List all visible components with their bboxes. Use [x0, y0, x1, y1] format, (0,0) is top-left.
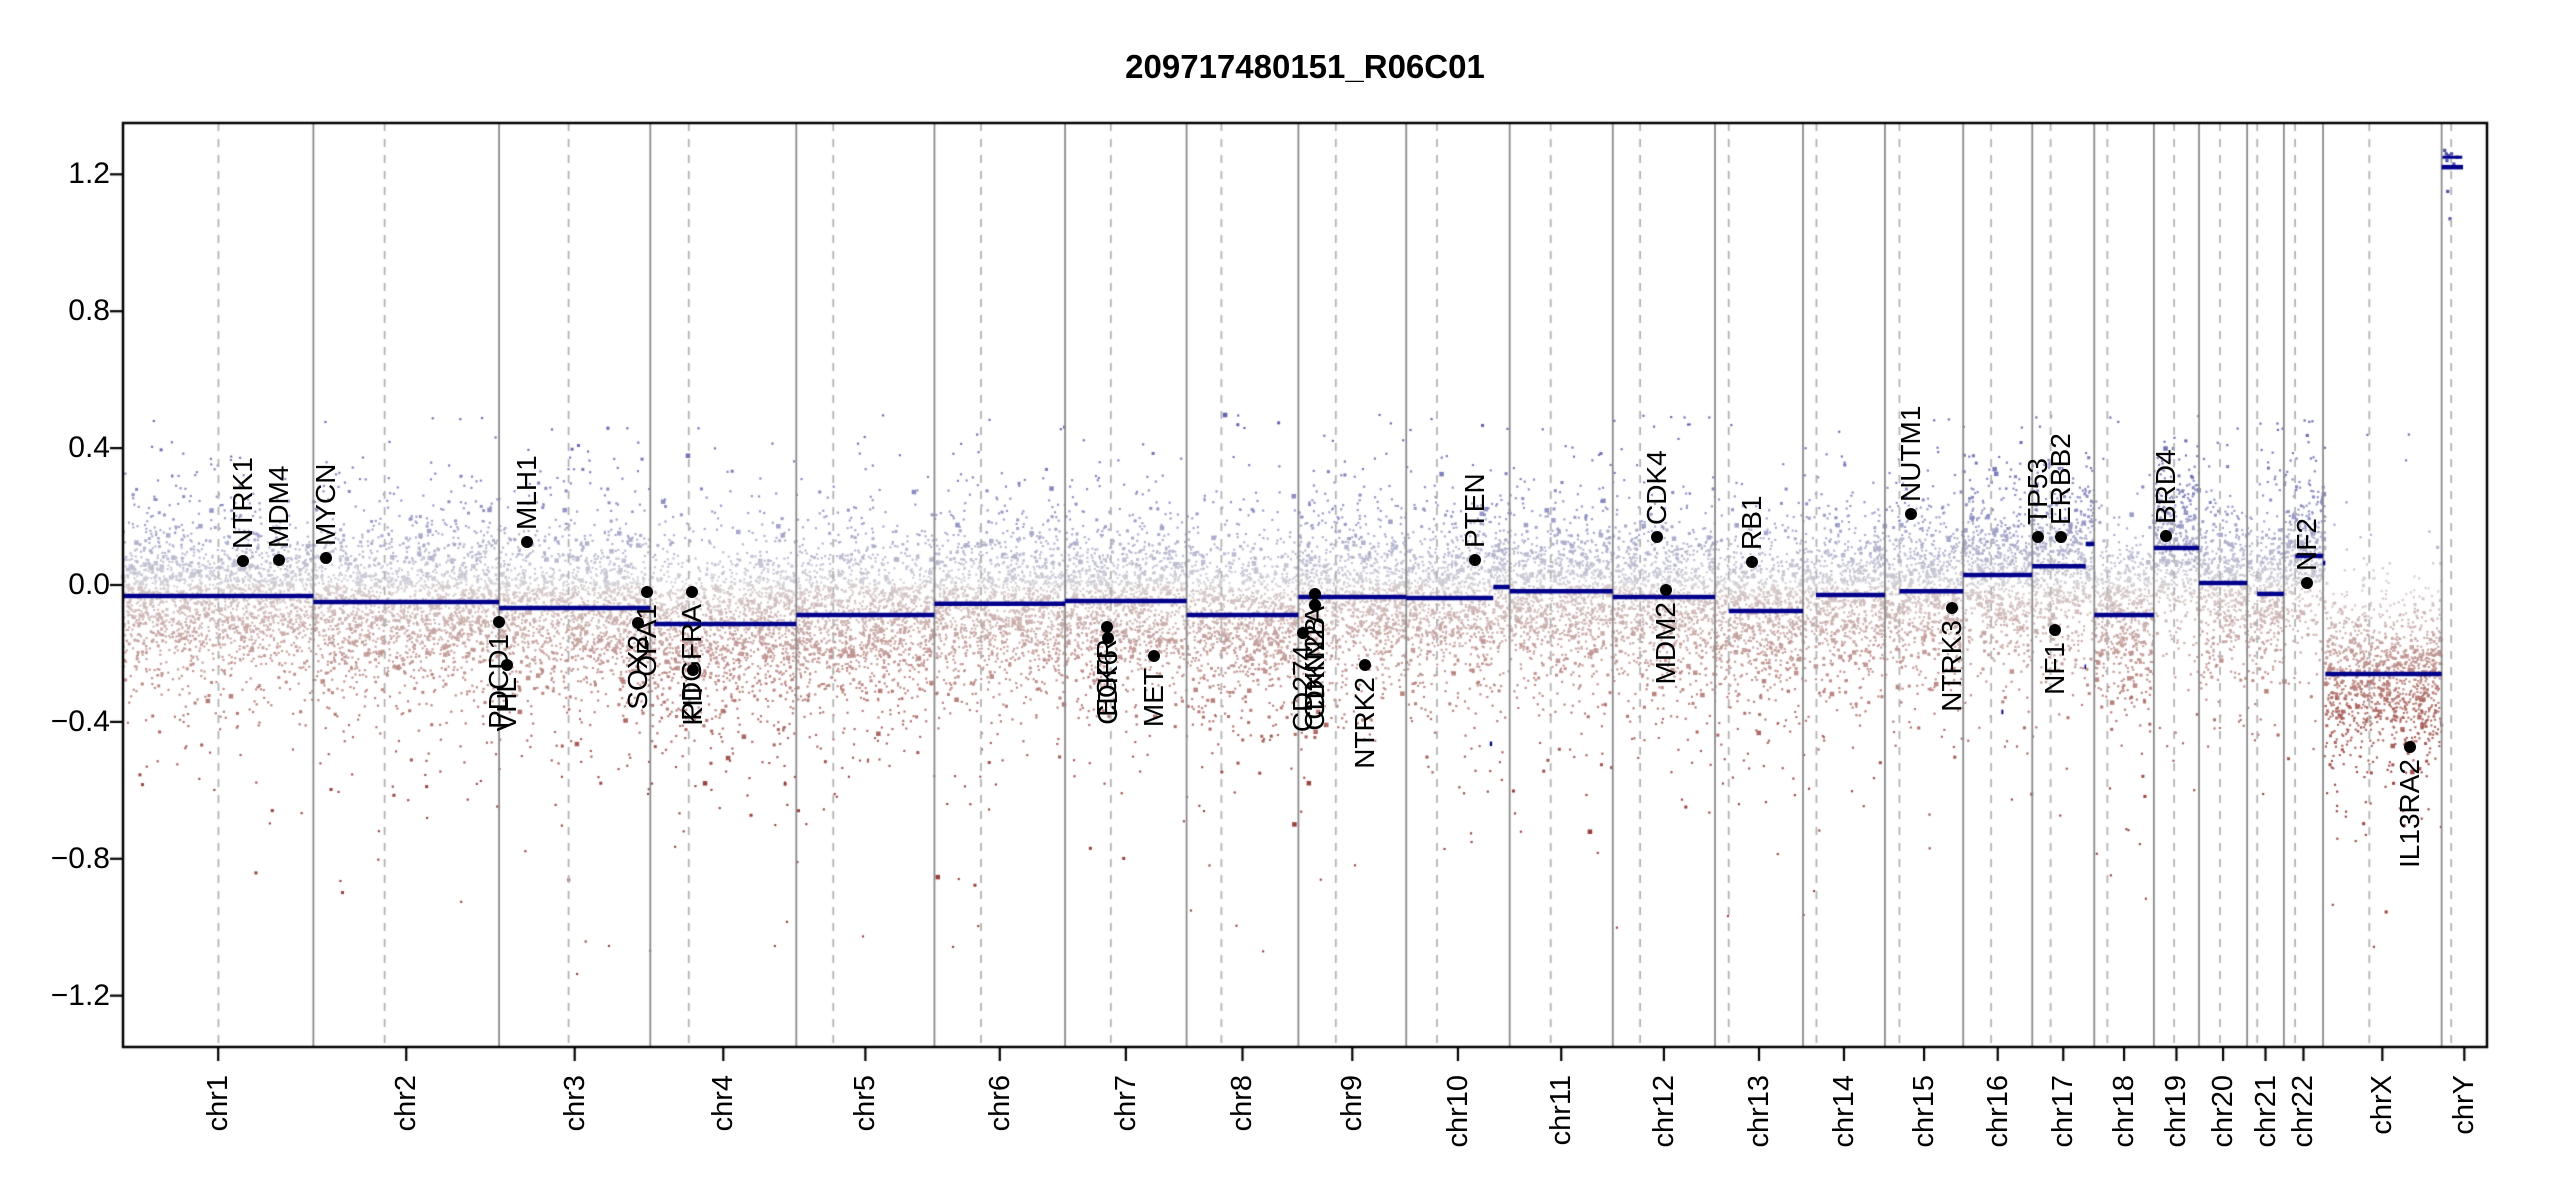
gene-label-CDKN2B: CDKN2B [1299, 616, 1331, 731]
gene-marker-PTEN [1468, 554, 1481, 567]
gene-label-NF2: NF2 [2290, 518, 2322, 571]
gene-marker-CD274 [1296, 626, 1309, 639]
x-tick-label-chr22: chr22 [2287, 1075, 2320, 1148]
y-tick-label: 1.2 [68, 157, 110, 191]
y-tick-label: 0.0 [68, 568, 110, 601]
gene-label-MDM4: MDM4 [263, 465, 295, 549]
gene-marker-CDK4 [1651, 531, 1664, 544]
gene-label-KIT: KIT [676, 681, 708, 726]
gene-marker-MYCN [319, 551, 332, 564]
y-tick-label: 0.4 [68, 431, 110, 465]
x-tick-label-chr2: chr2 [390, 1075, 423, 1132]
x-tick-label-chr20: chr20 [2207, 1075, 2240, 1148]
gene-marker-BRD4 [2159, 530, 2172, 543]
gene-label-RB1: RB1 [1736, 495, 1768, 551]
x-tick-label-chr3: chr3 [558, 1075, 591, 1132]
x-tick-label-chr13: chr13 [1743, 1075, 1776, 1148]
x-tick-label-chr17: chr17 [2047, 1075, 2080, 1148]
chart-title: 209717480151_R06C01 [1125, 48, 1485, 85]
gene-marker-PDCD1 [492, 615, 505, 628]
gene-marker-RB1 [1746, 556, 1759, 569]
gene-marker-IL13RA2 [2404, 740, 2417, 753]
gene-marker-NTRK3 [1946, 601, 1959, 614]
gene-label-NF1: NF1 [2038, 641, 2070, 695]
gene-marker-NF2 [2300, 576, 2313, 589]
gene-label-NTRK2: NTRK2 [1349, 677, 1381, 769]
gene-label-CDK4: CDK4 [1641, 450, 1673, 526]
x-tick-label-chr1: chr1 [202, 1075, 235, 1132]
gene-marker-MDM2 [1659, 584, 1672, 597]
gene-label-ERBB2: ERBB2 [2045, 433, 2077, 526]
gene-marker-NF1 [2048, 623, 2061, 636]
gene-marker-ERBB2 [2055, 531, 2068, 544]
x-tick-label-chrX: chrX [2366, 1075, 2399, 1135]
gene-label-CDK6: CDK6 [1092, 650, 1124, 725]
gene-marker-MET [1147, 649, 1160, 662]
gene-label-NTRK1: NTRK1 [226, 457, 258, 550]
gene-label-MDM2: MDM2 [1649, 602, 1681, 685]
gene-marker-OPA1 [640, 585, 653, 598]
gene-label-PTEN: PTEN [1458, 473, 1490, 549]
gene-label-MET: MET [1137, 667, 1169, 727]
x-tick-label-chr6: chr6 [983, 1075, 1016, 1132]
x-tick-label-chr14: chr14 [1827, 1075, 1860, 1148]
gene-marker-KIT [686, 663, 699, 676]
gene-label-NUTM1: NUTM1 [1895, 405, 1927, 503]
x-tick-label-chr9: chr9 [1336, 1075, 1369, 1132]
gene-label-MYCN: MYCN [309, 463, 341, 546]
gene-label-NTRK3: NTRK3 [1936, 619, 1968, 712]
x-tick-label-chr16: chr16 [1981, 1075, 2014, 1148]
gene-marker-SOX2 [631, 616, 644, 629]
gene-marker-CDKN2B [1309, 598, 1322, 611]
gene-marker-CDKN2A [1309, 587, 1322, 600]
gene-marker-MLH1 [521, 535, 534, 548]
gene-label-OPA1: OPA1 [630, 603, 662, 677]
x-tick-label-chr19: chr19 [2160, 1075, 2193, 1148]
gene-label-VHL: VHL [490, 677, 522, 732]
gene-marker-PDGFRA [685, 585, 698, 598]
gene-label-MLH1: MLH1 [511, 455, 543, 530]
y-tick-label: −0.4 [50, 704, 110, 738]
gene-marker-CDK6 [1102, 632, 1115, 645]
x-tick-label-chr18: chr18 [2108, 1075, 2141, 1148]
x-tick-label-chrY: chrY [2448, 1075, 2481, 1135]
gene-marker-TP53 [2032, 531, 2045, 544]
x-tick-label-chr8: chr8 [1226, 1075, 1259, 1132]
x-tick-label-chr21: chr21 [2249, 1075, 2282, 1148]
x-tick-label-chr12: chr12 [1647, 1075, 1680, 1148]
x-tick-label-chr5: chr5 [849, 1075, 882, 1132]
x-tick-label-chr11: chr11 [1545, 1075, 1578, 1146]
gene-marker-VHL [500, 659, 513, 672]
y-tick-label: −1.2 [50, 978, 110, 1012]
y-tick-label: 0.8 [68, 294, 110, 328]
gene-label-BRD4: BRD4 [2149, 449, 2181, 525]
y-tick-label: −0.8 [50, 841, 110, 875]
gene-label-IL13RA2: IL13RA2 [2394, 758, 2426, 868]
gene-marker-MDM4 [273, 554, 286, 567]
x-tick-label-chr15: chr15 [1908, 1075, 1941, 1148]
x-tick-label-chr4: chr4 [707, 1075, 740, 1132]
gene-marker-NUTM1 [1905, 508, 1918, 521]
x-tick-label-chr7: chr7 [1109, 1075, 1142, 1132]
gene-marker-EGFR [1101, 621, 1114, 634]
gene-marker-NTRK1 [236, 555, 249, 568]
gene-marker-NTRK2 [1359, 659, 1372, 672]
x-tick-label-chr10: chr10 [1441, 1075, 1474, 1148]
